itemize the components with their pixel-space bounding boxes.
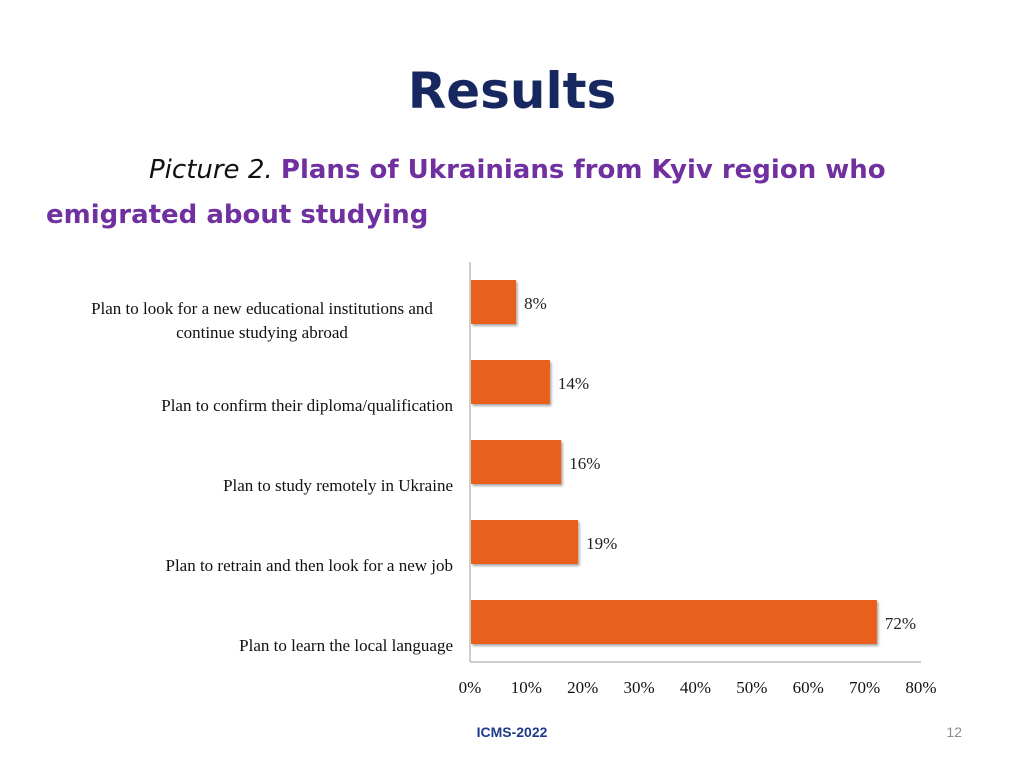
bar-2 — [471, 360, 550, 404]
page-number: 12 — [946, 724, 962, 740]
category-label-3: Plan to study remotely in Ukraine — [223, 476, 453, 495]
category-label-1-line-1: Plan to look for a new educational insti… — [91, 299, 433, 318]
x-tick-label-0: 0% — [459, 678, 482, 697]
bar-1 — [471, 280, 517, 324]
data-label-3: 16% — [569, 454, 600, 473]
x-tick-label-7: 70% — [849, 678, 880, 697]
x-tick-label-8: 80% — [905, 678, 936, 697]
category-label-4: Plan to retrain and then look for a new … — [165, 556, 453, 575]
x-tick-label-3: 30% — [624, 678, 655, 697]
caption-text: Plans of Ukrainians from Kyiv region who… — [46, 155, 886, 230]
x-tick-label-2: 20% — [567, 678, 598, 697]
category-label-2: Plan to confirm their diploma/qualificat… — [161, 396, 453, 415]
footer-label: ICMS-2022 — [476, 724, 548, 740]
slide-title: Results — [407, 62, 617, 120]
picture-caption: Picture 2. Plans of Ukrainians from Kyiv… — [46, 148, 946, 238]
data-label-1: 8% — [524, 294, 547, 313]
category-label-5: Plan to learn the local language — [239, 636, 453, 655]
x-tick-label-5: 50% — [736, 678, 767, 697]
bar-4 — [471, 520, 579, 564]
x-tick-label-4: 40% — [680, 678, 711, 697]
category-label-1-line-2: continue studying abroad — [176, 323, 348, 342]
data-label-2: 14% — [558, 374, 589, 393]
bar-5 — [471, 600, 877, 644]
data-label-5: 72% — [885, 614, 916, 633]
x-tick-label-6: 60% — [793, 678, 824, 697]
data-label-4: 19% — [586, 534, 617, 553]
bar-3 — [471, 440, 562, 484]
caption-label: Picture 2. — [149, 155, 273, 185]
x-tick-label-1: 10% — [511, 678, 542, 697]
